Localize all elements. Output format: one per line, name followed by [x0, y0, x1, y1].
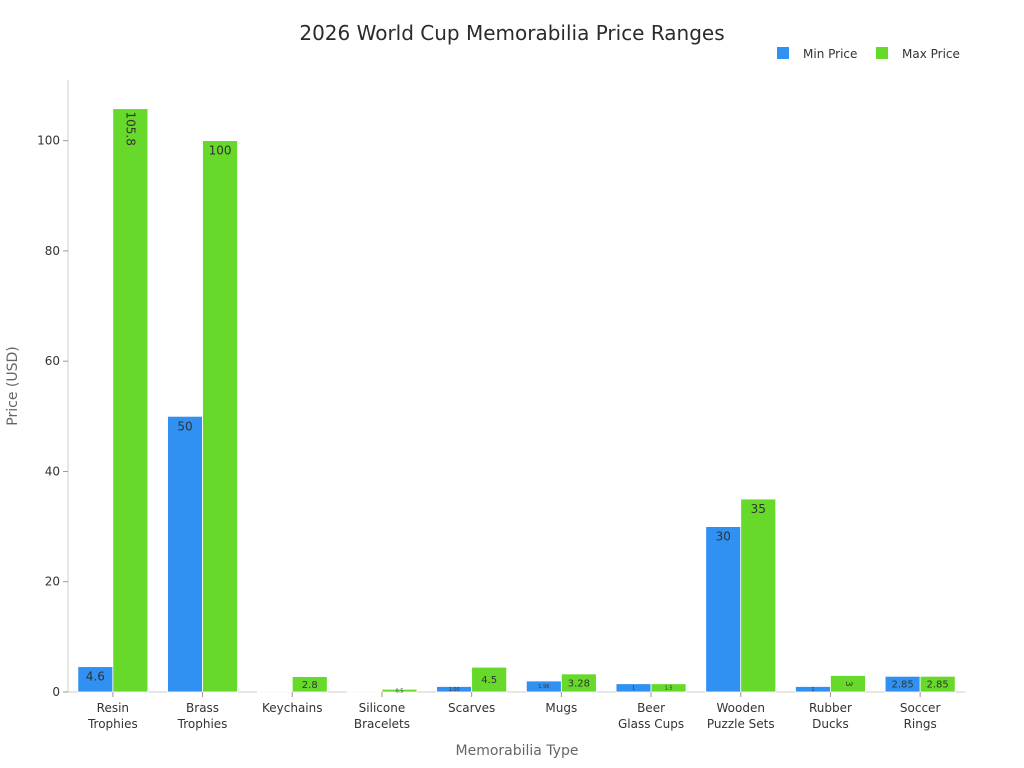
bar-max-price-rubber-ducks: [830, 675, 866, 693]
bar-max-price-keychains: [291, 676, 328, 693]
bar-label-min-price-beer-glass-cups: 1: [632, 686, 635, 692]
y-tick-label: 20: [45, 575, 60, 589]
x-tick-label-scarves: Scarves: [448, 701, 495, 715]
bar-label-max-price-brass-trophies: 100: [209, 144, 232, 158]
bar-label-min-price-mugs: 1.96: [538, 684, 549, 690]
x-tick-label-beer-glass-cups: Beer Glass Cups: [618, 701, 684, 731]
bar-label-max-price-rubber-ducks: 3: [843, 681, 853, 687]
legend-swatch-max-price: [876, 47, 888, 59]
bar-max-price-silicone-bracelets: [381, 688, 418, 693]
bar-max-price-wooden-puzzle-sets: [740, 498, 777, 693]
legend: Min Price Max Price: [777, 47, 960, 61]
y-tick-label: 80: [45, 244, 60, 258]
x-axis-ticks: Resin Trophies Brass Trophies Keychains Silic…: [87, 692, 940, 731]
bar-label-max-price-soccer-rings: 2.85: [927, 680, 949, 691]
bar-label-min-price-scarves: 1.00: [449, 687, 460, 693]
bar-max-price-mugs: [560, 673, 597, 693]
bar-label-min-price-rubber-ducks: 1: [811, 687, 814, 693]
bar-min-price-wooden-puzzle-sets: [705, 526, 742, 693]
y-tick-label: 40: [45, 464, 60, 478]
bar-label-max-price-wooden-puzzle-sets: 35: [751, 502, 766, 516]
x-tick-label-mugs: Mugs: [545, 701, 577, 715]
legend-label-min-price: Min Price: [803, 47, 857, 61]
bar-labels: 4.6 50 1.00 1.96 1 30 1 2.85 105.8 100 2.8 0.5 4.5 3.…: [86, 111, 949, 694]
bar-max-price-beer-glass-cups: [650, 683, 687, 693]
y-tick-label: 100: [37, 134, 60, 148]
x-tick-label-brass-trophies: Brass Trophies: [177, 701, 228, 731]
bar-max-price-soccer-rings: [919, 675, 956, 693]
bar-max-price-resin-trophies: [112, 108, 149, 693]
y-tick-label: 60: [45, 354, 60, 368]
bar-min-price-brass-trophies: [167, 415, 203, 693]
legend-label-max-price: Max Price: [902, 47, 960, 61]
legend-swatch-min-price: [777, 47, 789, 59]
y-axis-ticks: 0 20 40 60 80 100: [37, 134, 68, 699]
x-tick-label-wooden-puzzle-sets: Wooden Puzzle Sets: [707, 701, 775, 731]
bar-label-min-price-brass-trophies: 50: [177, 419, 192, 433]
bar-label-min-price-soccer-rings: 2.85: [892, 680, 914, 691]
bar-label-max-price-keychains: 2.8: [302, 680, 318, 691]
bar-min-price-silicone-bracelets: [346, 691, 383, 693]
bar-max-price-scarves: [471, 666, 508, 693]
x-tick-label-rubber-ducks: Rubber Ducks: [809, 701, 852, 731]
bar-label-min-price-resin-trophies: 4.6: [86, 670, 105, 684]
x-tick-label-silicone-bracelets: Silicone Bracelets: [354, 701, 410, 731]
x-axis-title: Memorabilia Type: [456, 743, 579, 759]
bars: [77, 108, 956, 693]
bar-max-price-brass-trophies: [202, 140, 238, 693]
bar-min-price-keychains: [256, 691, 293, 693]
x-tick-label-keychains: Keychains: [262, 701, 323, 715]
bar-label-max-price-beer-glass-cups: 1.5: [665, 686, 673, 692]
bar-label-max-price-silicone-bracelets: 0.5: [395, 688, 403, 694]
bar-label-max-price-resin-trophies: 105.8: [123, 111, 137, 145]
chart-title: 2026 World Cup Memorabilia Price Ranges: [299, 21, 724, 45]
bar-label-max-price-mugs: 3.28: [568, 678, 590, 689]
bar-label-min-price-wooden-puzzle-sets: 30: [716, 530, 731, 544]
x-tick-label-resin-trophies: Resin Trophies: [87, 701, 138, 731]
y-tick-label: 0: [52, 685, 60, 699]
bar-min-price-resin-trophies: [77, 666, 114, 693]
x-tick-label-soccer-rings: Soccer Rings: [900, 701, 941, 731]
bar-label-max-price-scarves: 4.5: [481, 675, 497, 686]
y-axis-title: Price (USD): [5, 346, 21, 425]
